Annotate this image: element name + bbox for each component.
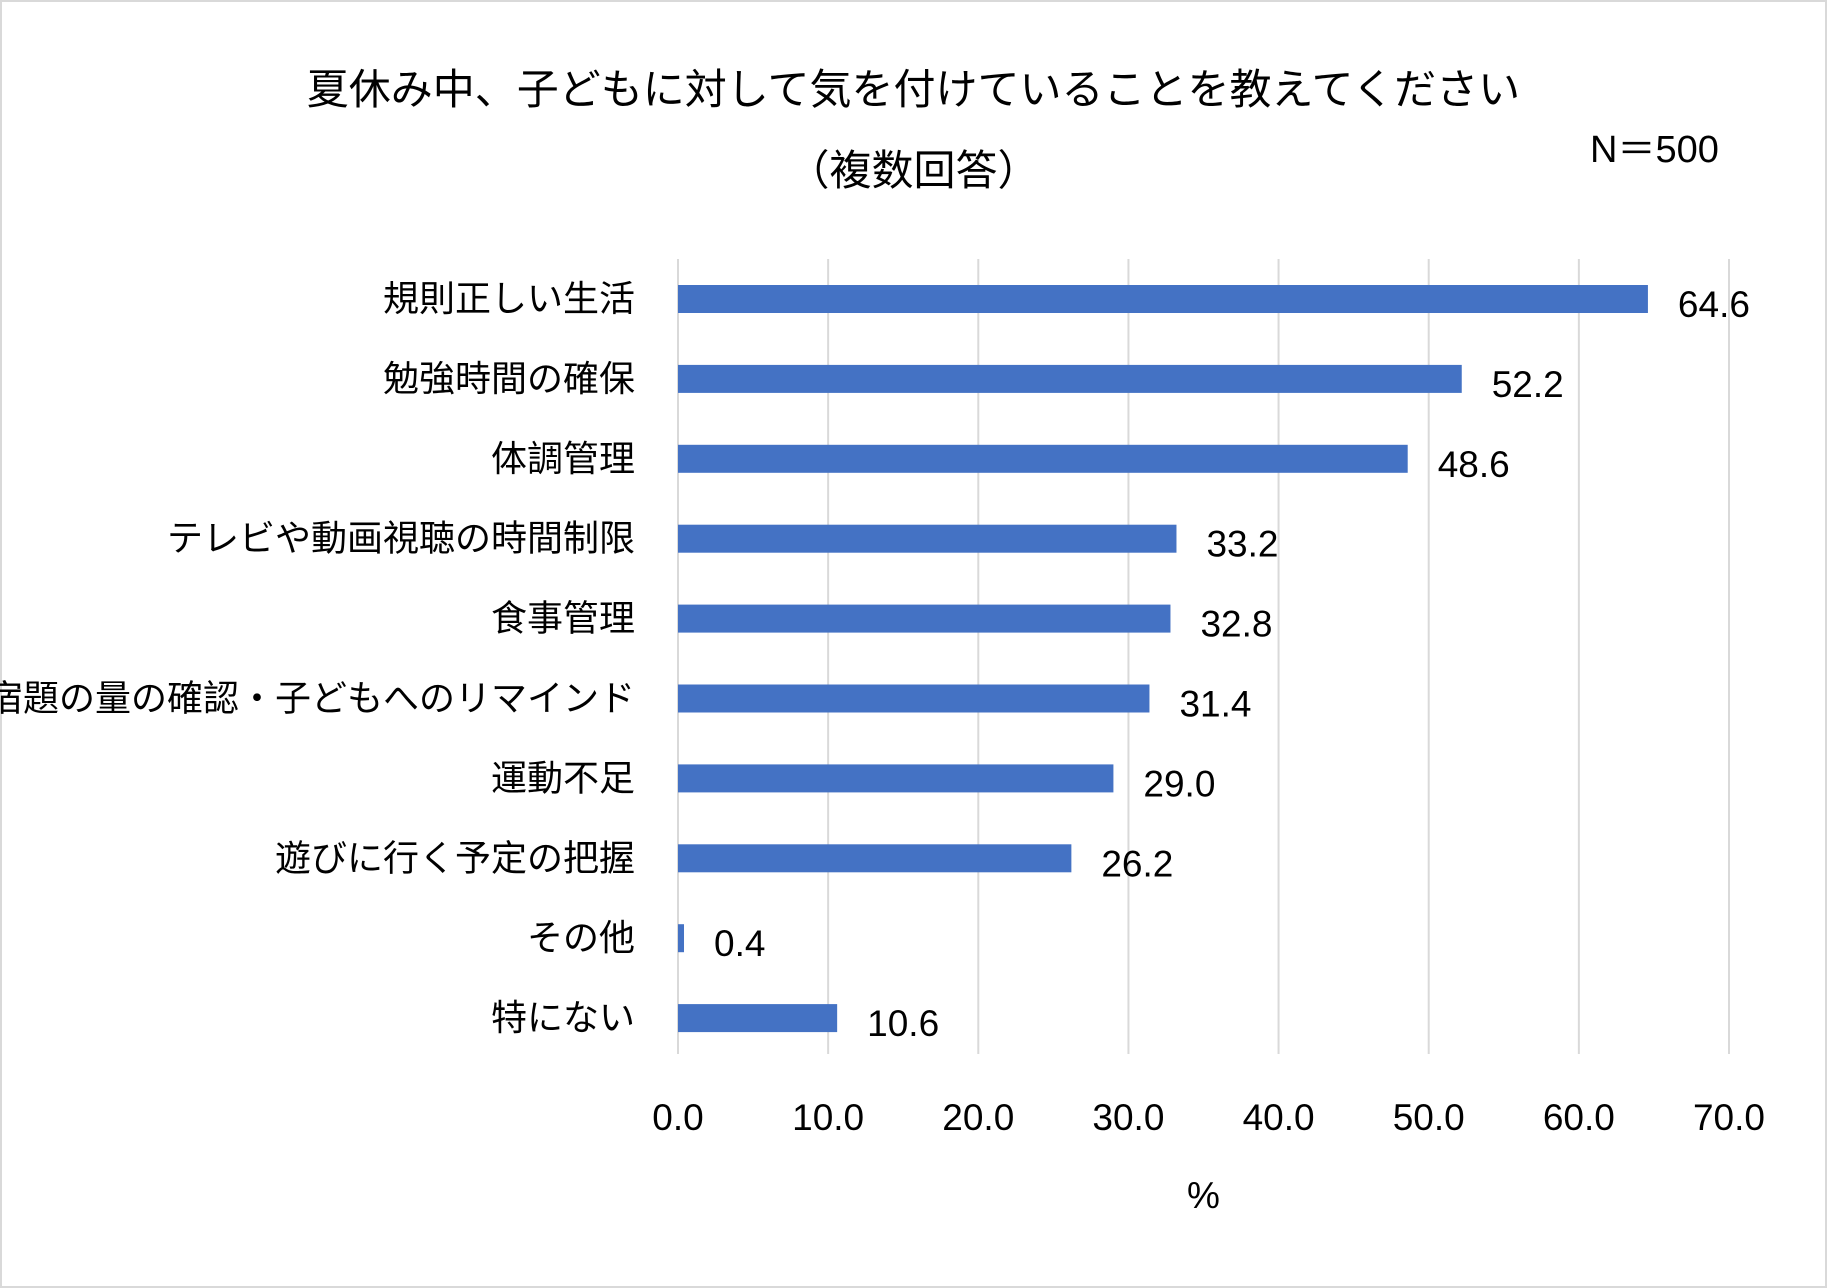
data-label: 10.6: [867, 1003, 939, 1044]
x-tick-label: 60.0: [1543, 1097, 1615, 1138]
chart-subtitle: （複数回答）: [787, 147, 1040, 194]
x-tick-label: 50.0: [1393, 1097, 1465, 1138]
category-label: 規則正しい生活: [383, 278, 635, 319]
data-label: 32.8: [1200, 604, 1272, 645]
bar: [678, 764, 1114, 793]
data-label: 52.2: [1492, 364, 1564, 405]
bar: [678, 364, 1462, 393]
bar: [678, 524, 1177, 553]
category-label: 宿題の量の確認・子どもへのリマインド: [0, 678, 635, 719]
data-label: 64.6: [1678, 284, 1750, 325]
bar: [678, 1004, 838, 1033]
x-tick-label: 30.0: [1092, 1097, 1164, 1138]
x-tick-label: 40.0: [1243, 1097, 1315, 1138]
x-tick-label: 20.0: [942, 1097, 1014, 1138]
data-label: 31.4: [1179, 684, 1251, 725]
bar: [678, 285, 1648, 313]
bar: [678, 604, 1171, 633]
sample-size-annotation: N＝500: [1590, 129, 1719, 171]
x-axis-label: %: [1187, 1175, 1220, 1216]
category-label: 食事管理: [491, 598, 635, 639]
bar: [678, 444, 1408, 473]
data-label: 33.2: [1206, 524, 1278, 565]
category-label: 体調管理: [491, 438, 635, 479]
category-label: 運動不足: [491, 757, 635, 798]
x-tick-label: 0.0: [652, 1097, 703, 1138]
bar: [678, 844, 1072, 873]
category-label: テレビや動画視聴の時間制限: [167, 518, 635, 559]
data-label: 48.6: [1438, 444, 1510, 485]
data-label: 29.0: [1143, 763, 1215, 804]
data-label: 0.4: [714, 923, 765, 964]
bar: [678, 684, 1150, 713]
category-label: 特にない: [491, 997, 635, 1038]
category-label: 勉強時間の確保: [383, 358, 635, 399]
category-label: 遊びに行く予定の把握: [275, 837, 635, 878]
x-tick-label: 10.0: [792, 1097, 864, 1138]
x-tick-label: 70.0: [1693, 1097, 1765, 1138]
chart-title: 夏休み中、子どもに対して気を付けていることを教えてください: [306, 66, 1521, 113]
data-label: 26.2: [1101, 843, 1173, 884]
category-label: その他: [527, 917, 635, 958]
bar: [678, 924, 685, 953]
